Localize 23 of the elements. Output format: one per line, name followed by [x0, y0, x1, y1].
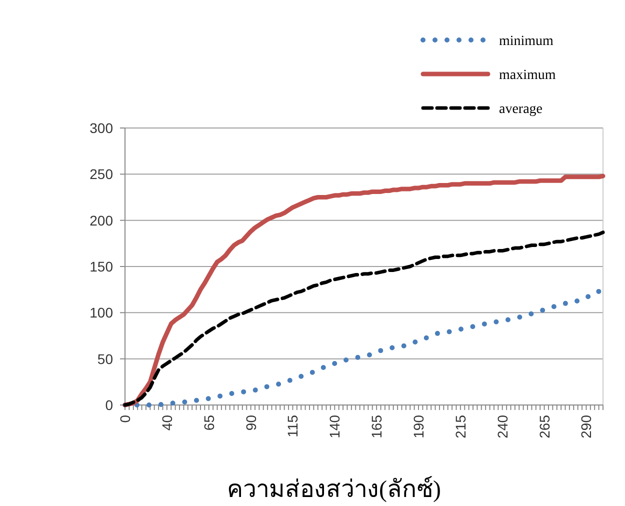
x-tick-label: 115 [284, 414, 301, 438]
y-tick-label: 200 [90, 212, 114, 228]
legend-label: average [499, 102, 543, 117]
y-tick-label: 300 [90, 120, 114, 136]
x-tick-label: 215 [452, 414, 468, 438]
x-tick-label: 290 [578, 414, 594, 438]
x-tick-label: 240 [494, 414, 510, 438]
x-tick-label: 90 [242, 414, 259, 431]
x-tick-label: 0 [117, 414, 133, 423]
x-axis-title: ความส่องสว่าง(ลักซ์) [227, 475, 441, 503]
x-tick-label: 65 [200, 414, 217, 431]
y-tick-label: 250 [90, 166, 114, 182]
x-tick-label: 265 [536, 414, 552, 438]
y-tick-label: 150 [90, 258, 114, 274]
y-tick-label: 0 [105, 397, 114, 413]
x-tick-label: 40 [158, 414, 175, 431]
x-tick-label: 165 [368, 414, 385, 438]
legend-label: minimum [499, 34, 554, 49]
legend-label: maximum [499, 68, 556, 83]
x-tick-label: 140 [326, 414, 343, 438]
y-tick-label: 50 [97, 350, 114, 367]
y-tick-label: 100 [90, 304, 114, 321]
x-tick-label: 190 [410, 414, 427, 438]
